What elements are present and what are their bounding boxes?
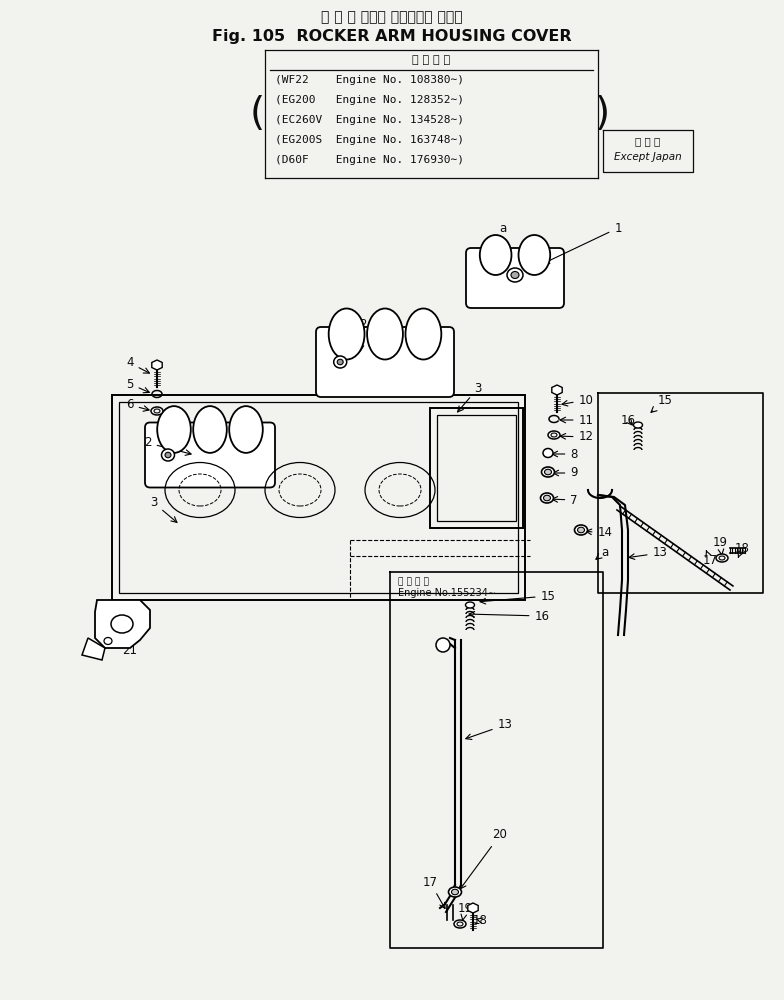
Ellipse shape [193,406,227,453]
Ellipse shape [457,922,463,926]
Ellipse shape [448,887,462,897]
Text: 18: 18 [735,542,750,557]
Ellipse shape [542,467,554,477]
Ellipse shape [158,406,191,453]
Ellipse shape [454,920,466,928]
Text: 16: 16 [469,609,550,622]
Text: 11: 11 [560,414,593,426]
Text: 1: 1 [543,222,622,263]
Text: 適 用 号 簿: 適 用 号 簿 [398,578,429,586]
Ellipse shape [578,527,585,533]
Text: 21: 21 [118,635,137,656]
Ellipse shape [111,615,133,633]
Circle shape [436,638,450,652]
Ellipse shape [543,495,550,501]
Text: ロ ッ カ アーム ハウジング カバー: ロ ッ カ アーム ハウジング カバー [321,10,463,24]
Ellipse shape [551,433,557,437]
FancyBboxPatch shape [145,422,275,488]
Text: 15: 15 [651,393,673,412]
Ellipse shape [480,235,511,275]
Polygon shape [82,638,105,660]
Ellipse shape [540,493,554,503]
Ellipse shape [334,356,347,368]
Text: 4: 4 [126,357,150,373]
Ellipse shape [518,235,550,275]
Ellipse shape [511,271,519,278]
Polygon shape [552,385,562,395]
Text: 13: 13 [466,718,513,739]
Text: 2: 2 [144,436,191,455]
Text: 19: 19 [713,536,728,555]
Ellipse shape [575,525,587,535]
Ellipse shape [337,359,343,365]
Text: Fig. 105  ROCKER ARM HOUSING COVER: Fig. 105 ROCKER ARM HOUSING COVER [212,28,572,43]
Ellipse shape [229,406,263,453]
Text: ): ) [594,95,610,133]
Polygon shape [468,903,478,913]
FancyBboxPatch shape [466,248,564,308]
Text: 18: 18 [473,914,488,926]
Ellipse shape [719,556,725,560]
Text: 3: 3 [458,381,481,412]
Polygon shape [95,600,150,648]
Ellipse shape [507,268,523,282]
Ellipse shape [328,308,365,360]
Text: 3: 3 [151,496,177,522]
Text: 16: 16 [620,414,636,426]
FancyBboxPatch shape [316,327,454,397]
Text: (EC260V  Engine No. 134528∼): (EC260V Engine No. 134528∼) [275,115,464,125]
Ellipse shape [633,422,643,428]
Text: 19: 19 [458,902,473,920]
Text: (D60F    Engine No. 176930∼): (D60F Engine No. 176930∼) [275,155,464,165]
Text: 13: 13 [629,546,667,560]
Text: Engine No.155234∼: Engine No.155234∼ [398,588,496,598]
Ellipse shape [162,449,175,461]
Ellipse shape [548,431,560,439]
Text: (: ( [249,95,264,133]
Text: 12: 12 [560,430,593,444]
Ellipse shape [716,554,728,562]
Text: 7: 7 [552,493,578,506]
Text: 20: 20 [460,828,507,889]
Text: (EG200S  Engine No. 163748∼): (EG200S Engine No. 163748∼) [275,135,464,145]
Text: 海 外 向: 海 外 向 [635,136,661,146]
Text: a: a [596,546,608,559]
Polygon shape [152,360,162,370]
Text: Except Japan: Except Japan [614,152,682,162]
Text: 10: 10 [562,393,593,406]
Ellipse shape [466,602,474,608]
Text: 15: 15 [480,589,555,604]
Text: 17: 17 [423,876,445,909]
Text: (WF22    Engine No. 108380∼): (WF22 Engine No. 108380∼) [275,75,464,85]
Text: 2: 2 [358,318,367,351]
Text: a: a [499,222,510,254]
Ellipse shape [367,308,403,360]
Ellipse shape [104,638,112,645]
Text: 17: 17 [702,551,717,566]
Text: 8: 8 [552,448,578,460]
Text: 適 用 号 簿: 適 用 号 簿 [412,55,451,65]
Text: 14: 14 [586,526,612,540]
Text: 5: 5 [126,377,149,393]
Ellipse shape [545,469,551,475]
Ellipse shape [452,889,459,895]
Ellipse shape [151,407,163,415]
Ellipse shape [165,452,171,458]
Text: 6: 6 [126,398,149,412]
Ellipse shape [154,409,160,413]
Text: (EG200   Engine No. 128352∼): (EG200 Engine No. 128352∼) [275,95,464,105]
Ellipse shape [405,308,441,360]
Text: 9: 9 [553,466,578,480]
Ellipse shape [543,448,553,458]
